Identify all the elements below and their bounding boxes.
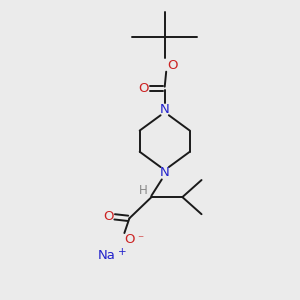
Text: N: N — [160, 167, 169, 179]
Text: H: H — [139, 184, 148, 197]
Text: O: O — [138, 82, 149, 95]
Text: +: + — [118, 247, 126, 257]
Text: O: O — [103, 210, 113, 223]
Text: N: N — [160, 103, 169, 116]
Text: O: O — [124, 233, 135, 246]
Text: Na: Na — [98, 249, 116, 262]
Text: ⁻: ⁻ — [137, 233, 144, 246]
Text: O: O — [168, 59, 178, 72]
